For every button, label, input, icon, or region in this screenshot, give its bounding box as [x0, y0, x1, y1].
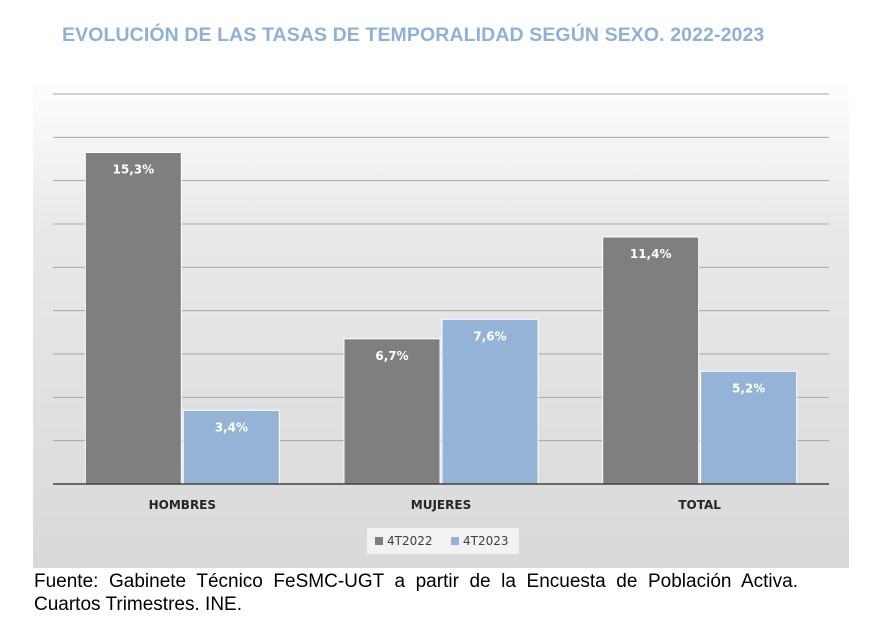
legend-swatch-4t2022 [375, 537, 383, 545]
category-label: TOTAL [678, 498, 721, 512]
data-label: 11,4% [630, 247, 672, 261]
data-label: 7,6% [473, 329, 506, 343]
legend-swatch-4t2023 [451, 537, 459, 545]
data-label: 5,2% [732, 381, 765, 395]
legend-label: 4T2023 [463, 534, 509, 548]
bar-4t2023 [182, 409, 280, 485]
bar-4t2023 [441, 318, 539, 485]
data-label: 3,4% [215, 420, 248, 434]
bar-chart: 15,3% 3,4% HOMBRES 6,7% 7,6% MUJERES 11,4% 5,2%… [53, 93, 829, 554]
legend [367, 528, 519, 554]
data-label: 15,3% [113, 163, 155, 177]
bar-4t2022 [84, 152, 182, 485]
legend-label: 4T2022 [387, 534, 433, 548]
chart-title: EVOLUCIÓN DE LAS TASAS DE TEMPORALIDAD S… [62, 24, 765, 46]
category-label: MUJERES [411, 498, 471, 512]
bar-4t2022 [602, 236, 700, 485]
source-note: Fuente: Gabinete Técnico FeSMC-UGT a par… [34, 571, 798, 615]
category-label: HOMBRES [149, 498, 216, 512]
chart-area: 15,3% 3,4% HOMBRES 6,7% 7,6% MUJERES 11,4% 5,2%… [33, 74, 849, 568]
data-label: 6,7% [375, 349, 408, 363]
